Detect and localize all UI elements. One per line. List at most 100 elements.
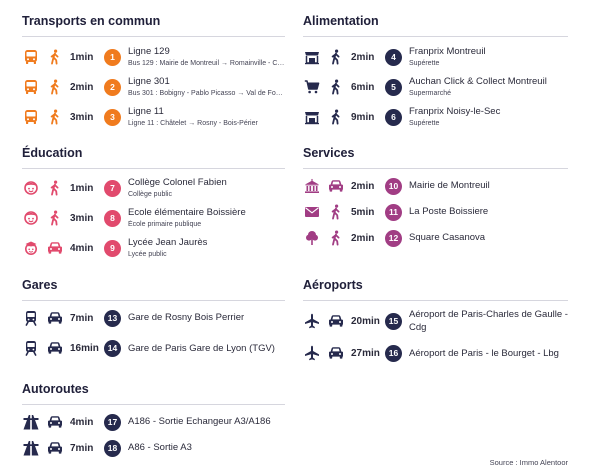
store-icon xyxy=(303,108,321,126)
duration: 2min xyxy=(351,232,375,244)
poi-row[interactable]: 2min 10 Mairie de Montreuil xyxy=(303,174,568,198)
duration: 3min xyxy=(70,111,94,123)
highway-icon xyxy=(22,413,40,431)
poi-number-badge: 2 xyxy=(104,78,121,96)
poi-row[interactable]: 16min 14 Gare de Paris Gare de Lyon (TGV… xyxy=(22,334,285,362)
townhall-icon xyxy=(303,177,321,195)
duration: 4min xyxy=(70,416,94,428)
poi-subtitle: Bus 301 : Bobigny - Pablo Picasso → Val … xyxy=(128,89,285,97)
poi-number-badge: 3 xyxy=(104,108,121,126)
section-title-autoroutes: Autoroutes xyxy=(22,382,89,396)
child-icon xyxy=(22,179,40,197)
poi-name: Franprix Noisy-le-Sec xyxy=(409,105,501,117)
duration: 9min xyxy=(351,111,375,123)
poi-subtitle: Lycée public xyxy=(128,250,167,258)
poi-number-badge: 13 xyxy=(104,309,121,327)
duration: 20min xyxy=(351,315,380,327)
divider xyxy=(22,36,285,37)
divider xyxy=(22,404,285,405)
poi-row[interactable]: 5min 11 La Poste Boissiere xyxy=(303,200,568,224)
duration: 2min xyxy=(351,180,375,192)
poi-name: Square Casanova xyxy=(409,232,486,243)
poi-row[interactable]: 2min 4 Franprix Montreuil Supérette xyxy=(303,45,568,69)
section-alimentation: Alimentation xyxy=(303,13,568,37)
section-title-services: Services xyxy=(303,146,355,160)
source-caption: Source : Immo Alentoor xyxy=(489,458,568,467)
poi-row[interactable]: 1min 7 Collège Colonel Fabien Collège pub… xyxy=(22,176,285,200)
duration: 4min xyxy=(70,242,94,254)
section-title-transports: Transports en commun xyxy=(22,14,161,28)
train-icon xyxy=(22,309,40,327)
plane-icon xyxy=(303,344,321,362)
poi-name: Aéroport de Paris - le Bourget - Lbg xyxy=(409,347,559,359)
duration: 16min xyxy=(70,342,99,354)
poi-name: La Poste Boissiere xyxy=(409,206,489,217)
poi-number-badge: 8 xyxy=(104,209,121,227)
walk-icon xyxy=(327,48,345,66)
section-title-gares: Gares xyxy=(22,278,58,292)
walk-icon xyxy=(327,78,345,96)
duration: 2min xyxy=(351,51,375,63)
poi-name: Franprix Montreuil xyxy=(409,45,486,57)
poi-row[interactable]: 3min 8 Ecole élémentaire Boissière École … xyxy=(22,206,285,230)
duration: 7min xyxy=(70,312,94,324)
poi-row[interactable]: 4min 9 Lycée Jean Jaurès Lycée public xyxy=(22,236,285,260)
student-icon xyxy=(22,239,40,257)
poi-row[interactable]: 9min 6 Franprix Noisy-le-Sec Supérette xyxy=(303,105,568,129)
section-services: Services xyxy=(303,145,568,169)
divider xyxy=(303,300,568,301)
poi-row[interactable]: 7min 18 A86 - Sortie A3 xyxy=(22,436,285,460)
car-icon xyxy=(46,309,64,327)
walk-icon xyxy=(327,229,345,247)
poi-number-badge: 17 xyxy=(104,413,121,431)
poi-row[interactable]: 20min 15 Aéroport de Paris-Charles de Ga… xyxy=(303,307,568,335)
train-icon xyxy=(22,339,40,357)
poi-subtitle: Supérette xyxy=(409,59,440,67)
bus-icon xyxy=(22,108,40,126)
walk-icon xyxy=(46,209,64,227)
cart-icon xyxy=(303,78,321,96)
poi-number-badge: 16 xyxy=(385,344,402,362)
bus-icon xyxy=(22,48,40,66)
poi-name: Mairie de Montreuil xyxy=(409,180,490,191)
plane-icon xyxy=(303,312,321,330)
section-title-education: Éducation xyxy=(22,146,83,160)
section-education: Éducation xyxy=(22,145,285,169)
poi-number-badge: 12 xyxy=(385,229,402,247)
poi-name: Gare de Rosny Bois Perrier xyxy=(128,312,245,323)
poi-name: Collège Colonel Fabien xyxy=(128,176,227,188)
car-icon xyxy=(46,413,64,431)
mail-icon xyxy=(303,203,321,221)
poi-subtitle: Supérette xyxy=(409,119,440,127)
car-icon xyxy=(46,439,64,457)
duration: 3min xyxy=(70,212,94,224)
duration: 1min xyxy=(70,51,94,63)
poi-row[interactable]: 7min 13 Gare de Rosny Bois Perrier xyxy=(22,306,285,330)
poi-number-badge: 1 xyxy=(104,48,121,66)
poi-row[interactable]: 1min 1 Ligne 129 Bus 129 : Mairie de Mont… xyxy=(22,45,285,69)
walk-icon xyxy=(327,203,345,221)
section-aeroports: Aéroports xyxy=(303,277,568,301)
section-title-alimentation: Alimentation xyxy=(303,14,379,28)
poi-row[interactable]: 6min 5 Auchan Click & Collect Montreuil S… xyxy=(303,75,568,99)
bus-icon xyxy=(22,78,40,96)
poi-row[interactable]: 2min 2 Ligne 301 Bus 301 : Bobigny - Pabl… xyxy=(22,75,285,99)
duration: 27min xyxy=(351,347,380,359)
poi-name: Lycée Jean Jaurès xyxy=(128,236,208,248)
poi-subtitle: Ligne 11 : Châtelet → Rosny - Bois-Périe… xyxy=(128,119,258,127)
car-icon xyxy=(327,344,345,362)
tree-icon xyxy=(303,229,321,247)
poi-row[interactable]: 4min 17 A186 - Sortie Echangeur A3/A186 xyxy=(22,410,285,434)
poi-number-badge: 11 xyxy=(385,203,402,221)
poi-row[interactable]: 2min 12 Square Casanova xyxy=(303,226,568,250)
divider xyxy=(22,300,285,301)
section-transports: Transports en commun xyxy=(22,13,285,37)
poi-row[interactable]: 27min 16 Aéroport de Paris - le Bourget … xyxy=(303,339,568,367)
car-icon xyxy=(46,239,64,257)
poi-row[interactable]: 3min 3 Ligne 11 Ligne 11 : Châtelet → Ros… xyxy=(22,105,285,129)
poi-subtitle: Bus 129 : Mairie de Montreuil → Romainvi… xyxy=(128,59,285,67)
poi-subtitle: Supermarché xyxy=(409,89,452,97)
poi-name: A86 - Sortie A3 xyxy=(128,442,192,453)
walk-icon xyxy=(46,108,64,126)
poi-number-badge: 18 xyxy=(104,439,121,457)
